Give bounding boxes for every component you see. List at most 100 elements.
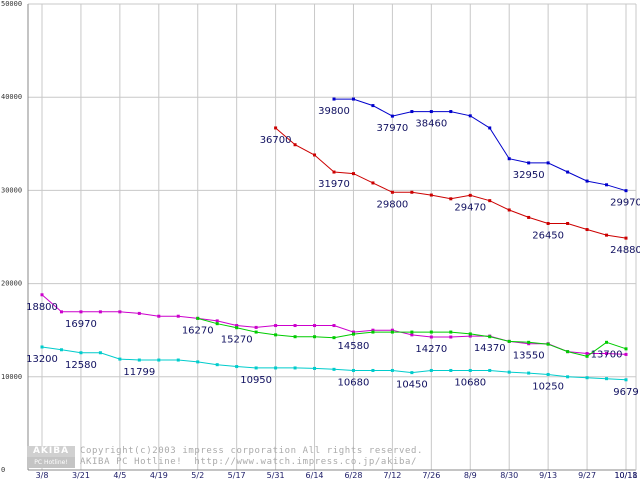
data-point-cyan bbox=[566, 375, 570, 379]
data-label-cyan: 12580 bbox=[65, 360, 97, 371]
data-point-red bbox=[468, 193, 472, 197]
data-point-blue bbox=[605, 183, 609, 187]
data-point-magenta bbox=[59, 310, 63, 314]
data-point-cyan bbox=[507, 370, 511, 374]
data-point-magenta bbox=[313, 324, 317, 328]
data-point-green bbox=[566, 350, 570, 354]
data-point-red bbox=[351, 172, 355, 176]
data-point-cyan bbox=[274, 366, 278, 370]
data-point-green bbox=[215, 322, 219, 326]
akiba-logo: AKIBA PC Hotline! bbox=[27, 446, 75, 468]
data-point-cyan bbox=[371, 368, 375, 372]
data-label-green: 15270 bbox=[221, 335, 253, 346]
data-point-blue bbox=[585, 179, 589, 183]
data-point-magenta bbox=[332, 324, 336, 328]
data-point-green bbox=[624, 347, 628, 351]
data-label-cyan: 10250 bbox=[532, 381, 564, 392]
data-point-red bbox=[313, 153, 317, 157]
x-tick-label: 6/28 bbox=[344, 471, 362, 480]
data-point-cyan bbox=[98, 351, 102, 355]
data-point-blue bbox=[332, 97, 336, 101]
data-point-magenta bbox=[98, 310, 102, 314]
data-point-cyan bbox=[429, 368, 433, 372]
data-point-cyan bbox=[624, 378, 628, 382]
data-point-magenta bbox=[468, 334, 472, 338]
data-point-red bbox=[488, 199, 492, 203]
data-label-red: 24880 bbox=[610, 245, 640, 256]
data-point-blue bbox=[488, 126, 492, 130]
data-point-cyan bbox=[137, 358, 141, 362]
y-tick-label: 30000 bbox=[1, 186, 22, 194]
data-point-cyan bbox=[585, 376, 589, 380]
data-point-cyan bbox=[157, 358, 161, 362]
data-point-magenta bbox=[215, 319, 219, 323]
x-tick-label: 9/27 bbox=[578, 471, 596, 480]
data-point-blue bbox=[390, 114, 394, 118]
data-point-blue bbox=[351, 97, 355, 101]
data-point-blue bbox=[546, 161, 550, 165]
data-point-cyan bbox=[254, 366, 258, 370]
data-point-magenta bbox=[137, 311, 141, 315]
data-point-green bbox=[390, 330, 394, 334]
data-label-magenta: 16970 bbox=[65, 319, 97, 330]
data-label-magenta: 18800 bbox=[26, 302, 58, 313]
data-label-magenta: 14370 bbox=[474, 343, 506, 354]
data-label-blue: 32950 bbox=[513, 170, 545, 181]
y-tick-label: 20000 bbox=[1, 280, 22, 288]
data-label-cyan: 11799 bbox=[123, 367, 155, 378]
y-tick-label: 40000 bbox=[1, 93, 22, 101]
data-point-cyan bbox=[235, 365, 239, 369]
data-point-green bbox=[351, 332, 355, 336]
data-point-magenta bbox=[157, 314, 161, 318]
logo-line-1: AKIBA bbox=[27, 446, 75, 457]
data-label-red: 29800 bbox=[376, 199, 408, 210]
copyright-line-2: AKIBA PC Hotline! http://www.watch.impre… bbox=[80, 457, 418, 467]
data-point-magenta bbox=[118, 310, 122, 314]
data-label-cyan: 9679 bbox=[613, 387, 638, 398]
data-point-green bbox=[507, 339, 511, 343]
x-tick-label: 3/8 bbox=[36, 471, 49, 480]
data-point-red bbox=[390, 190, 394, 194]
data-point-magenta bbox=[390, 328, 394, 332]
data-label-blue: 37970 bbox=[376, 123, 408, 134]
data-point-green bbox=[410, 330, 414, 334]
data-point-magenta bbox=[449, 335, 453, 339]
data-label-green: 13700 bbox=[591, 349, 623, 360]
data-point-blue bbox=[371, 104, 375, 108]
x-tick-label: 5/17 bbox=[228, 471, 246, 480]
x-tick-label: 3/21 bbox=[72, 471, 90, 480]
data-point-green bbox=[313, 335, 317, 339]
copyright-notice: Copyright(c)2003 impress corporation All… bbox=[80, 446, 423, 468]
data-point-cyan bbox=[410, 371, 414, 375]
data-point-cyan bbox=[605, 377, 609, 381]
data-point-cyan bbox=[215, 363, 219, 367]
data-point-green bbox=[274, 333, 278, 337]
data-point-cyan bbox=[293, 366, 297, 370]
data-label-red: 26450 bbox=[532, 230, 564, 241]
data-label-cyan: 10680 bbox=[338, 377, 370, 388]
x-tick-label: 4/19 bbox=[150, 471, 168, 480]
data-label-blue: 29970 bbox=[610, 198, 640, 209]
data-point-red bbox=[605, 233, 609, 237]
x-tick-label: 8/30 bbox=[500, 471, 518, 480]
series-line-blue bbox=[334, 98, 627, 192]
data-point-red bbox=[507, 208, 511, 212]
x-tick-label: 4/5 bbox=[113, 471, 126, 480]
data-label-cyan: 10450 bbox=[396, 380, 428, 391]
data-point-green bbox=[449, 330, 453, 334]
data-point-green bbox=[605, 340, 609, 344]
y-tick-label: 0 bbox=[1, 466, 5, 474]
data-point-red bbox=[332, 170, 336, 174]
data-point-green bbox=[371, 330, 375, 334]
data-label-red: 36700 bbox=[260, 135, 292, 146]
x-tick-label: 10/11 bbox=[614, 471, 637, 480]
data-point-magenta bbox=[293, 324, 297, 328]
data-point-red bbox=[449, 197, 453, 201]
data-labels: 39800 37970 38460 32950 29970 36700 31970 29800… bbox=[26, 106, 640, 398]
data-label-red: 31970 bbox=[318, 179, 350, 190]
data-point-cyan bbox=[449, 368, 453, 372]
data-point-cyan bbox=[79, 351, 83, 355]
data-point-red bbox=[410, 190, 414, 194]
data-point-magenta bbox=[79, 310, 83, 314]
